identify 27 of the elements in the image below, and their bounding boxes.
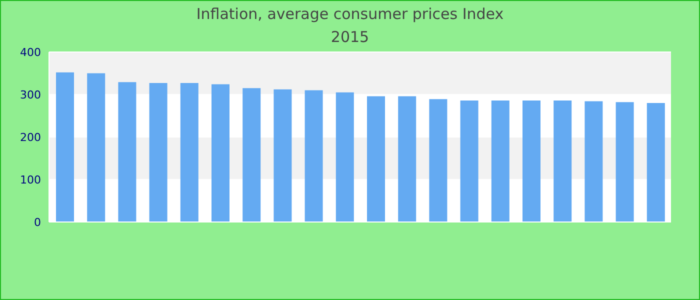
y-tick-label: 300 bbox=[20, 88, 41, 102]
bar bbox=[212, 84, 230, 222]
bar bbox=[274, 89, 292, 222]
y-tick-label: 100 bbox=[20, 173, 41, 186]
bar bbox=[149, 83, 168, 222]
y-tick-label: 0 bbox=[34, 216, 41, 229]
bar bbox=[522, 100, 540, 222]
bar bbox=[460, 100, 478, 222]
bar bbox=[367, 96, 385, 222]
bar bbox=[336, 92, 354, 222]
y-tick-label: 400 bbox=[20, 46, 41, 59]
bar bbox=[242, 88, 261, 222]
bar bbox=[491, 100, 510, 222]
bar bbox=[429, 99, 448, 222]
chart-title: Inflation, average consumer prices Index bbox=[195, 5, 505, 23]
bar bbox=[118, 82, 136, 222]
y-tick-label: 200 bbox=[20, 130, 41, 144]
bar bbox=[87, 73, 106, 222]
bar bbox=[616, 102, 634, 222]
bar bbox=[554, 100, 572, 222]
bar bbox=[646, 103, 665, 222]
bar bbox=[180, 83, 198, 222]
chart-subtitle: 2015 bbox=[330, 28, 370, 46]
bar bbox=[398, 96, 416, 222]
bar bbox=[304, 90, 323, 222]
bar bbox=[56, 72, 74, 222]
bar bbox=[584, 101, 603, 222]
